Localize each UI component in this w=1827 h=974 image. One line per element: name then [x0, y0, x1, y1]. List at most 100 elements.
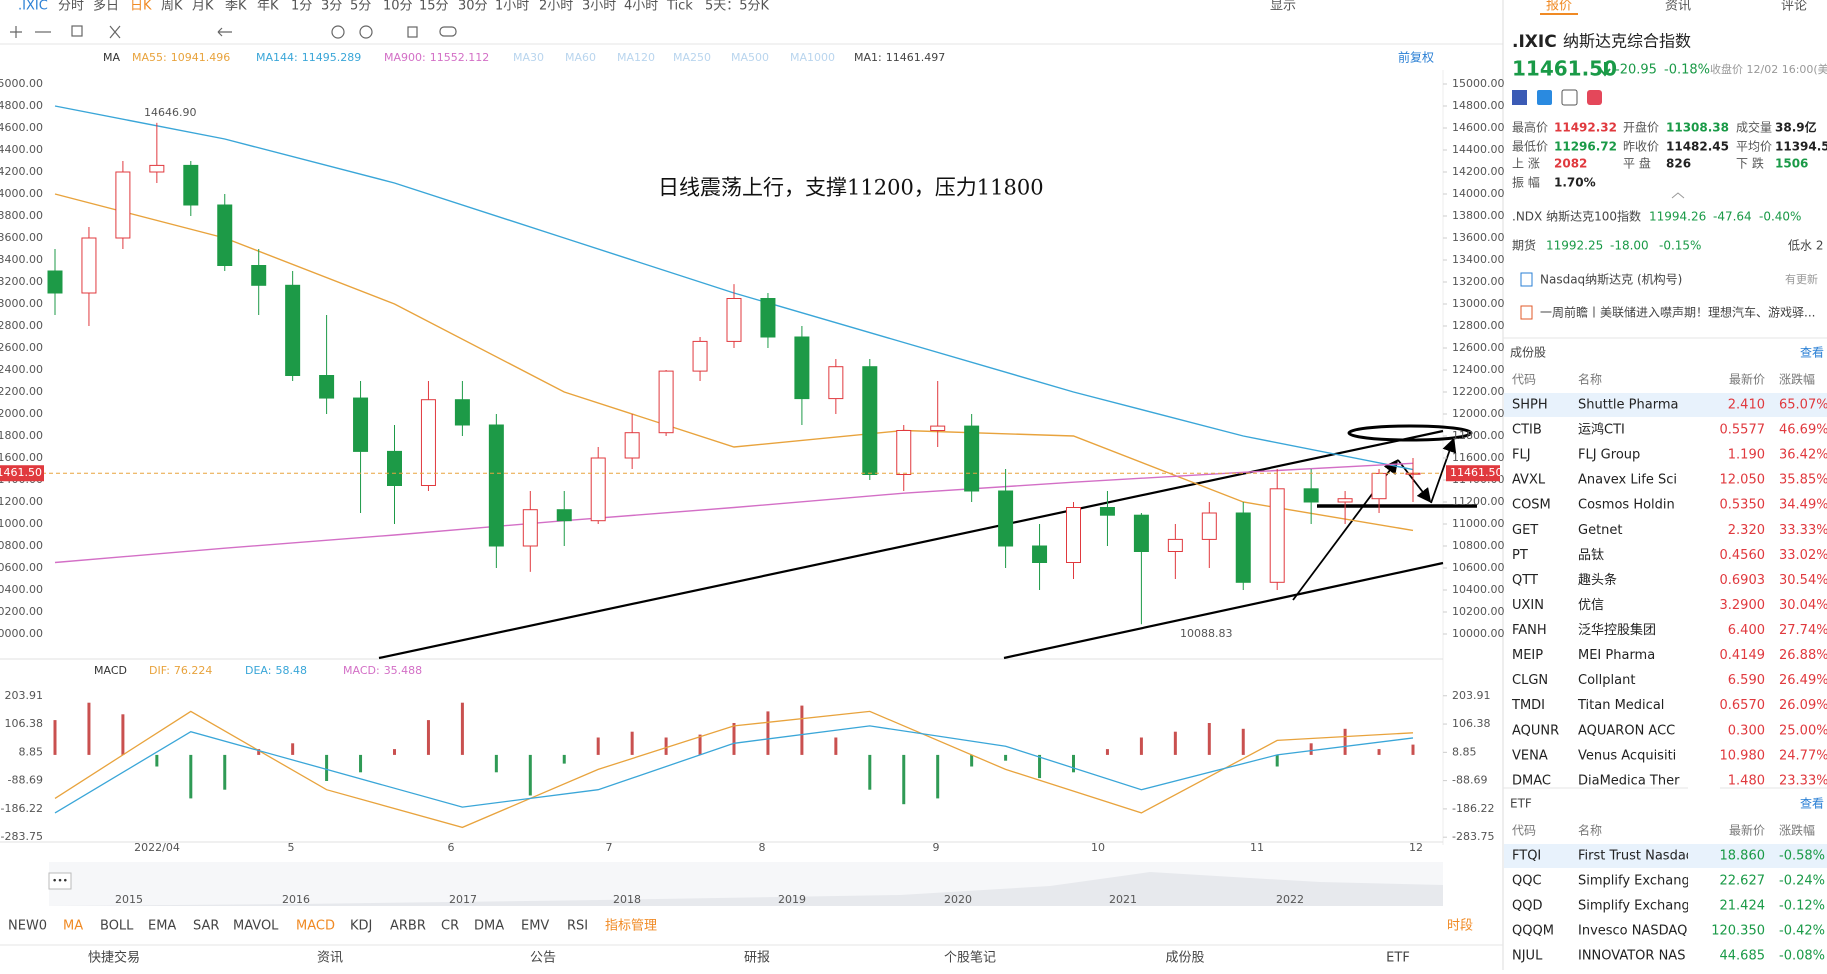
more-link[interactable]: 查看: [1800, 797, 1824, 811]
adjust-button[interactable]: 前复权: [1398, 50, 1434, 65]
quote-icons[interactable]: [1512, 89, 1602, 106]
lock-tool[interactable]: [359, 25, 373, 39]
row-name[interactable]: Titan Medical: [1577, 698, 1664, 713]
row-code[interactable]: CLGN: [1512, 673, 1548, 688]
bottom-tab[interactable]: 快捷交易: [88, 950, 140, 966]
period-tab[interactable]: 5天：5分K: [705, 0, 770, 14]
indicator-tab[interactable]: NEW0: [8, 919, 47, 934]
period-button[interactable]: 时段: [1447, 919, 1473, 934]
row-code[interactable]: FANH: [1512, 623, 1547, 638]
period-tab[interactable]: 年K: [257, 0, 279, 14]
row-name[interactable]: INNOVATOR NAS: [1578, 949, 1685, 964]
period-tab[interactable]: 分时: [58, 0, 84, 14]
row-name[interactable]: FLJ Group: [1578, 448, 1640, 463]
row-code[interactable]: DMAC: [1512, 773, 1551, 788]
row-name[interactable]: Anavex Life Sci: [1578, 473, 1677, 488]
display-menu[interactable]: 显示: [1270, 0, 1296, 14]
row-name[interactable]: Invesco NASDAQ: [1578, 924, 1687, 939]
bottom-tab[interactable]: 公告: [530, 951, 556, 966]
row-name[interactable]: DiaMedica Ther: [1578, 773, 1680, 788]
panel-tab[interactable]: 资讯: [1665, 0, 1691, 14]
row-code[interactable]: QQC: [1512, 874, 1542, 889]
collapse-caret[interactable]: [1671, 192, 1685, 199]
period-tab[interactable]: 1分: [291, 0, 312, 14]
fib-tool[interactable]: [109, 25, 121, 39]
trade-icon[interactable]: [1537, 90, 1552, 105]
more-link[interactable]: 查看: [1800, 346, 1824, 360]
row-name[interactable]: 趣头条: [1578, 572, 1617, 588]
row-name[interactable]: Getnet: [1578, 523, 1623, 538]
panel-tab[interactable]: 评论: [1781, 0, 1807, 14]
row-name[interactable]: Venus Acquisiti: [1578, 748, 1676, 763]
row-code[interactable]: QTT: [1512, 573, 1538, 588]
row-code[interactable]: AQUNR: [1512, 723, 1559, 738]
ndx-name[interactable]: .NDX 纳斯达克100指数: [1512, 209, 1641, 224]
row-name[interactable]: Simplify Exchange: [1578, 874, 1698, 889]
row-code[interactable]: QQQM: [1512, 924, 1554, 939]
row-code[interactable]: PT: [1512, 548, 1528, 563]
period-tab[interactable]: 周K: [161, 0, 183, 14]
row-code[interactable]: COSM: [1512, 498, 1551, 513]
fav-icon[interactable]: [1587, 90, 1602, 105]
period-tab[interactable]: 10分: [383, 0, 413, 14]
row-code[interactable]: CTIB: [1512, 423, 1542, 438]
period-tab[interactable]: 1小时: [495, 0, 529, 14]
row-code[interactable]: MEIP: [1512, 648, 1543, 663]
period-tab[interactable]: 3分: [321, 0, 342, 14]
delete-tool[interactable]: [407, 26, 418, 38]
row-name[interactable]: Collplant: [1578, 673, 1635, 688]
period-tab[interactable]: 月K: [192, 0, 214, 14]
period-tab[interactable]: 15分: [419, 0, 449, 14]
row-name[interactable]: Simplify Exchange: [1578, 899, 1698, 914]
period-tab[interactable]: 5分: [350, 0, 371, 14]
indicator-tab[interactable]: CR: [441, 919, 459, 934]
indicator-tab[interactable]: MACD: [296, 919, 335, 934]
note-icon[interactable]: [1561, 89, 1578, 106]
indicator-tab[interactable]: KDJ: [350, 919, 372, 934]
crosshair-tool[interactable]: [10, 26, 22, 38]
row-name[interactable]: Cosmos Holdin: [1578, 498, 1675, 513]
period-tab[interactable]: 2小时: [539, 0, 573, 14]
row-name[interactable]: MEI Pharma: [1578, 648, 1655, 663]
undo-tool[interactable]: [217, 27, 232, 37]
indicator-manage[interactable]: 指标管理: [605, 919, 657, 934]
bottom-tab[interactable]: 资讯: [317, 951, 343, 966]
row-name[interactable]: 泛华控股集团: [1578, 622, 1656, 638]
row-code[interactable]: TMDI: [1511, 698, 1545, 713]
rect-tool[interactable]: [71, 25, 83, 37]
row-name[interactable]: 优信: [1578, 598, 1604, 613]
bottom-tab[interactable]: 成份股: [1165, 951, 1204, 966]
row-code[interactable]: FTQI: [1512, 849, 1541, 864]
indicator-tab[interactable]: MAVOL: [233, 919, 279, 934]
period-tab[interactable]: 30分: [458, 0, 488, 14]
symbol-tab[interactable]: .IXIC: [18, 0, 48, 14]
indicator-tab[interactable]: MA: [63, 919, 83, 934]
indicator-tab[interactable]: ARBR: [390, 919, 426, 934]
row-code[interactable]: FLJ: [1512, 448, 1531, 463]
indicator-tab[interactable]: SAR: [193, 919, 219, 934]
row-code[interactable]: GET: [1512, 523, 1538, 538]
row-name[interactable]: Shuttle Pharma: [1578, 398, 1678, 413]
drawing-tools[interactable]: [10, 25, 457, 39]
period-tab[interactable]: 3小时: [582, 0, 616, 14]
panel-tab[interactable]: 报价: [1546, 0, 1572, 14]
row-name[interactable]: 品钛: [1578, 548, 1604, 563]
magnet-tool[interactable]: [331, 25, 345, 39]
bottom-tab[interactable]: 研报: [744, 951, 770, 966]
indicator-tab[interactable]: BOLL: [100, 919, 134, 934]
navigator-handle[interactable]: [48, 872, 72, 890]
eye-tool[interactable]: [439, 26, 457, 37]
period-tab[interactable]: 季K: [225, 0, 247, 14]
row-name[interactable]: First Trust Nasdaq: [1578, 849, 1694, 864]
row-code[interactable]: QQD: [1512, 899, 1542, 914]
news-item[interactable]: 一周前瞻丨美联储进入噤声期！理想汽车、游戏驿...: [1540, 305, 1815, 320]
bottom-tab[interactable]: 个股笔记: [944, 950, 996, 966]
indicator-tab[interactable]: EMA: [148, 919, 176, 934]
row-code[interactable]: UXIN: [1512, 598, 1544, 613]
row-name[interactable]: 运鸿CTI: [1578, 422, 1625, 438]
indicator-tab[interactable]: DMA: [474, 919, 504, 934]
period-tab[interactable]: 多日: [93, 0, 119, 14]
indicator-tab[interactable]: RSI: [567, 919, 588, 934]
indicator-tab[interactable]: EMV: [521, 919, 549, 934]
row-name[interactable]: AQUARON ACC: [1578, 723, 1675, 738]
